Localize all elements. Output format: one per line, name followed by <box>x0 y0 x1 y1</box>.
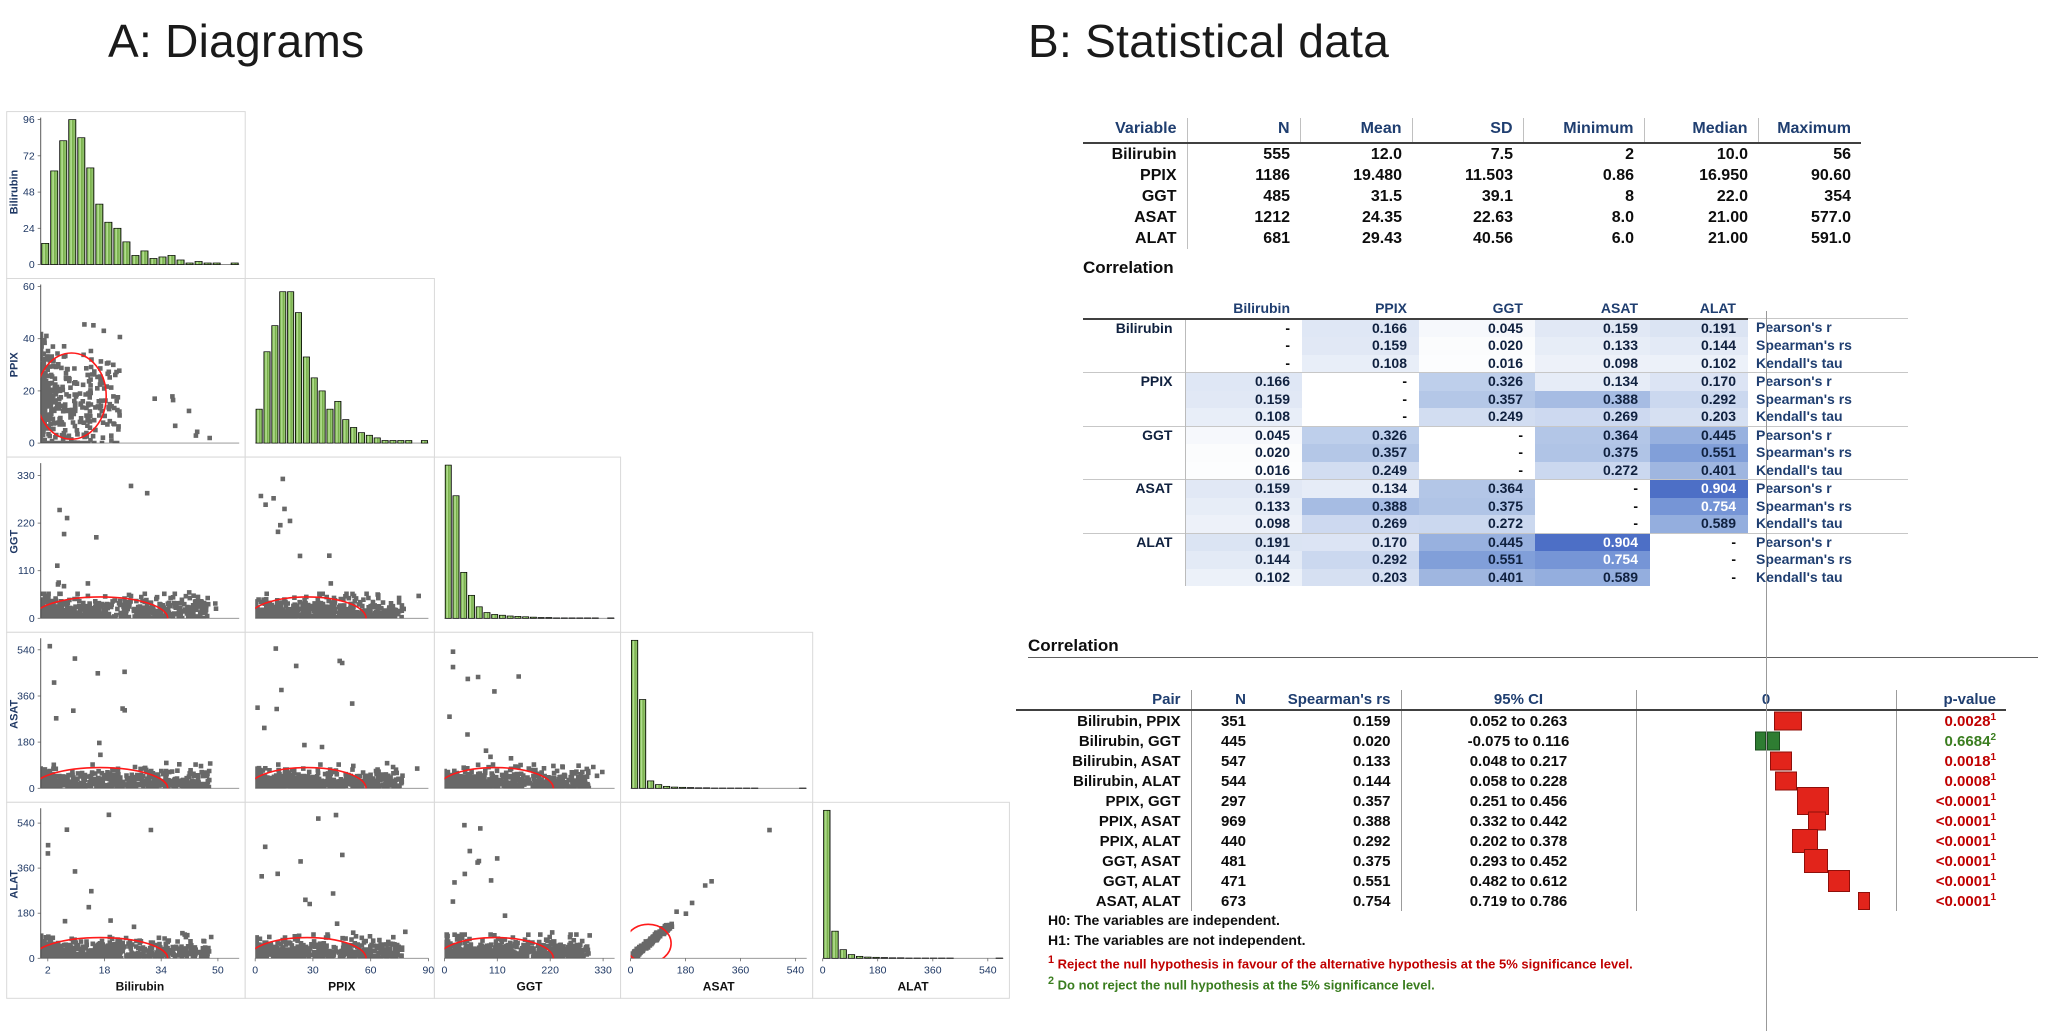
svg-text:0: 0 <box>29 438 35 450</box>
svg-text:ASAT: ASAT <box>9 699 21 728</box>
svg-text:40: 40 <box>23 333 35 345</box>
svg-text:24: 24 <box>23 223 35 235</box>
svg-text:0: 0 <box>29 613 35 625</box>
svg-text:2: 2 <box>45 964 51 976</box>
svg-text:0: 0 <box>628 964 634 976</box>
svg-text:ASAT: ASAT <box>703 979 735 993</box>
svg-text:540: 540 <box>787 964 805 976</box>
svg-text:0: 0 <box>29 953 35 965</box>
svg-text:ALAT: ALAT <box>9 870 21 899</box>
svg-text:0: 0 <box>441 964 447 976</box>
svg-text:0: 0 <box>252 964 258 976</box>
svg-text:180: 180 <box>17 737 35 749</box>
svg-text:110: 110 <box>18 565 35 577</box>
svg-text:PPIX: PPIX <box>328 979 355 993</box>
svg-text:540: 540 <box>17 818 35 830</box>
svg-text:90: 90 <box>423 964 435 976</box>
svg-text:360: 360 <box>732 964 750 976</box>
svg-text:60: 60 <box>23 281 35 293</box>
svg-text:Bilirubin: Bilirubin <box>9 170 21 215</box>
svg-text:60: 60 <box>365 964 377 976</box>
svg-text:PPIX: PPIX <box>9 352 21 378</box>
svg-text:0: 0 <box>29 259 35 271</box>
svg-text:72: 72 <box>23 150 35 162</box>
svg-text:30: 30 <box>307 964 319 976</box>
svg-text:180: 180 <box>17 908 35 920</box>
svg-text:540: 540 <box>979 964 997 976</box>
svg-text:330: 330 <box>17 470 35 482</box>
svg-text:50: 50 <box>212 964 224 976</box>
svg-text:Bilirubin: Bilirubin <box>116 979 165 993</box>
svg-text:96: 96 <box>23 114 35 126</box>
svg-text:360: 360 <box>924 964 942 976</box>
svg-text:48: 48 <box>23 187 35 199</box>
svg-text:180: 180 <box>869 964 887 976</box>
svg-text:330: 330 <box>594 964 612 976</box>
svg-text:34: 34 <box>155 964 167 976</box>
svg-text:18: 18 <box>99 964 111 976</box>
svg-text:ALAT: ALAT <box>897 979 929 993</box>
svg-text:GGT: GGT <box>517 979 544 993</box>
svg-text:180: 180 <box>677 964 695 976</box>
svg-text:220: 220 <box>17 518 35 530</box>
svg-text:GGT: GGT <box>9 530 21 554</box>
svg-text:110: 110 <box>489 964 506 976</box>
svg-text:20: 20 <box>23 385 35 397</box>
svg-text:220: 220 <box>541 964 559 976</box>
svg-text:0: 0 <box>29 783 35 795</box>
svg-text:0: 0 <box>820 964 826 976</box>
svg-text:540: 540 <box>17 644 35 656</box>
